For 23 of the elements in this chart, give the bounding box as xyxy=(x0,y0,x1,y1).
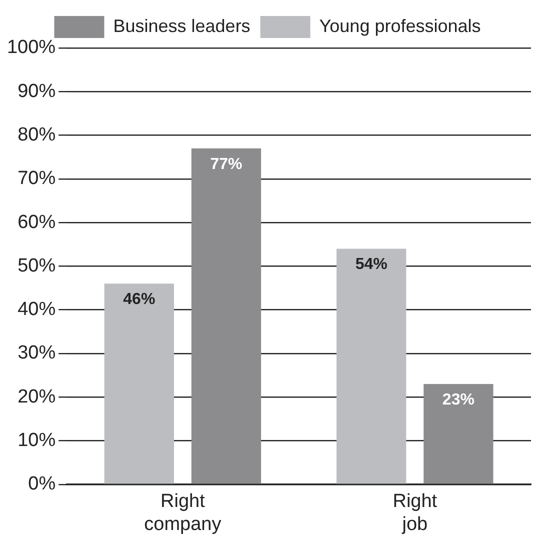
y-tick-label: 0% xyxy=(28,474,56,495)
y-tick-label: 20% xyxy=(18,386,56,408)
bar xyxy=(191,148,262,484)
x-tick-label: Right job xyxy=(392,491,438,535)
y-tick-label: 50% xyxy=(18,255,56,276)
y-tick-label: 60% xyxy=(18,212,56,233)
data-label: 54% xyxy=(355,256,388,274)
legend-label: Young professionals xyxy=(319,16,481,36)
y-tick-label: 80% xyxy=(18,124,56,146)
y-tick-label: 70% xyxy=(18,168,56,190)
bar xyxy=(104,284,174,484)
bar xyxy=(336,248,406,484)
y-tick-label: 100% xyxy=(6,37,56,58)
bar xyxy=(424,384,494,484)
y-tick-label: 40% xyxy=(18,299,56,320)
data-label: 46% xyxy=(123,291,156,308)
data-label: 23% xyxy=(442,391,474,408)
y-tick-label: 30% xyxy=(18,342,56,364)
y-tick-label: 10% xyxy=(18,430,56,451)
x-tick-label: Right company xyxy=(144,491,222,535)
legend-label: Business leaders xyxy=(113,16,250,36)
data-label: 77% xyxy=(210,156,242,173)
y-tick-label: 90% xyxy=(18,80,56,102)
